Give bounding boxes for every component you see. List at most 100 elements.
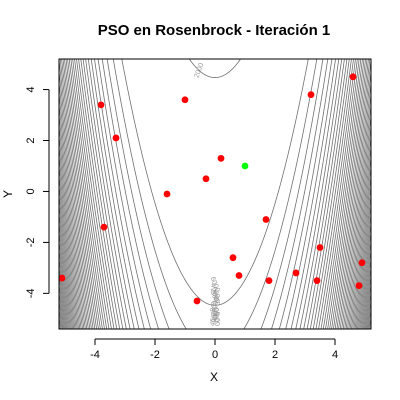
particle-point <box>262 216 270 223</box>
contour-level-label: 4000 <box>209 282 221 299</box>
x-tick-label: 4 <box>332 349 338 361</box>
contour-line <box>59 258 371 329</box>
contour-line <box>76 59 354 329</box>
y-tick-label: 0 <box>25 188 37 194</box>
particle-point <box>307 91 315 99</box>
contour-line <box>59 185 371 329</box>
x-axis-label: X <box>210 370 218 384</box>
particle-point <box>97 101 105 109</box>
contour-line <box>59 307 371 329</box>
contour-line <box>59 299 371 329</box>
contour-line <box>59 249 371 329</box>
contour-line <box>188 59 242 78</box>
contour-line <box>59 222 371 329</box>
x-tick-label: 2 <box>272 349 278 361</box>
x-tick-label: 0 <box>212 349 218 361</box>
contour-line <box>112 59 318 329</box>
contour-level-label: 6000 <box>209 300 221 317</box>
contour-line <box>59 204 371 329</box>
contour-line <box>94 59 336 329</box>
x-tick-label: -4 <box>90 349 100 361</box>
contour-labels: 2000400060008000200040006000800020004000… <box>194 62 222 328</box>
contour-line <box>72 59 358 329</box>
contour-line <box>59 146 371 329</box>
contour-line <box>59 240 371 329</box>
x-tick-label: -2 <box>150 349 160 361</box>
contour-line <box>82 59 348 329</box>
contour-level-label: 8000 <box>209 296 221 313</box>
contour-level-label: 2000 <box>209 287 221 304</box>
particle-point <box>292 269 300 277</box>
y-tick-label: 4 <box>25 87 37 93</box>
global-best-point <box>241 162 249 170</box>
particle-point <box>202 175 210 183</box>
y-tick-label: -2 <box>25 238 37 248</box>
particle-point <box>229 254 237 262</box>
contour-line <box>121 59 309 306</box>
particle-point <box>58 274 66 282</box>
particle-point <box>349 73 357 81</box>
contour-line <box>70 59 360 329</box>
contour-line <box>59 115 371 329</box>
y-tick-label: -4 <box>25 288 37 298</box>
y-axis-label: Y <box>1 190 15 198</box>
contour-line <box>74 59 356 329</box>
contour-level-label: 4000 <box>209 310 221 327</box>
contour-line <box>106 59 324 329</box>
particle-point <box>181 96 189 104</box>
contour-line <box>59 291 371 329</box>
particle-point <box>100 223 108 231</box>
contour-line <box>59 94 371 329</box>
contour-level-label: 4000 <box>209 307 221 324</box>
particle-point <box>358 259 366 267</box>
particle-point <box>265 277 273 285</box>
particle-point <box>313 277 321 285</box>
plot-frame <box>58 58 372 330</box>
particle-point <box>163 190 171 198</box>
contour-line <box>59 283 371 329</box>
contour-line <box>97 59 333 329</box>
contour-line <box>59 126 371 329</box>
contour-line <box>59 231 371 329</box>
chart-title: PSO en Rosenbrock - Iteración 1 <box>98 22 331 39</box>
contour-line <box>68 59 362 329</box>
contour-line <box>59 60 371 329</box>
contour-line <box>64 59 366 329</box>
rosenbrock-contours <box>59 59 371 329</box>
contour-line <box>65 59 365 329</box>
particle-point <box>355 282 363 290</box>
contour-line <box>101 59 329 329</box>
contour-line <box>59 156 371 329</box>
contour-line <box>78 59 352 329</box>
contour-line <box>80 59 350 329</box>
y-axis: -4 -2 0 2 4 <box>25 87 50 298</box>
contour-level-label: 6000 <box>209 306 221 323</box>
contour-level-label: 2000 <box>194 62 206 79</box>
contour-line <box>59 213 371 329</box>
contour-line <box>59 105 371 329</box>
particle-point <box>316 244 324 251</box>
particle-point <box>112 134 120 142</box>
contour-line <box>59 71 371 329</box>
contour-line <box>87 59 343 329</box>
contour-line <box>59 195 371 329</box>
contour-line <box>59 83 371 329</box>
contour-line <box>61 59 369 329</box>
particle-point <box>193 297 201 305</box>
contour-level-label: 6000 <box>209 276 221 293</box>
y-tick-label: 2 <box>25 137 37 143</box>
contour-line <box>90 59 340 329</box>
contour-line <box>59 275 371 329</box>
contour-line <box>59 59 371 329</box>
contour-line <box>85 59 345 329</box>
contour-level-label: 8000 <box>209 290 221 307</box>
contour-line <box>62 59 368 329</box>
contour-line <box>59 136 371 329</box>
particles <box>58 73 366 305</box>
x-axis: -4 -2 0 2 4 <box>90 338 338 361</box>
contour-line <box>67 59 363 329</box>
particle-point <box>217 154 225 162</box>
contour-line <box>59 166 371 329</box>
contour-level-label: 2000 <box>209 310 221 327</box>
